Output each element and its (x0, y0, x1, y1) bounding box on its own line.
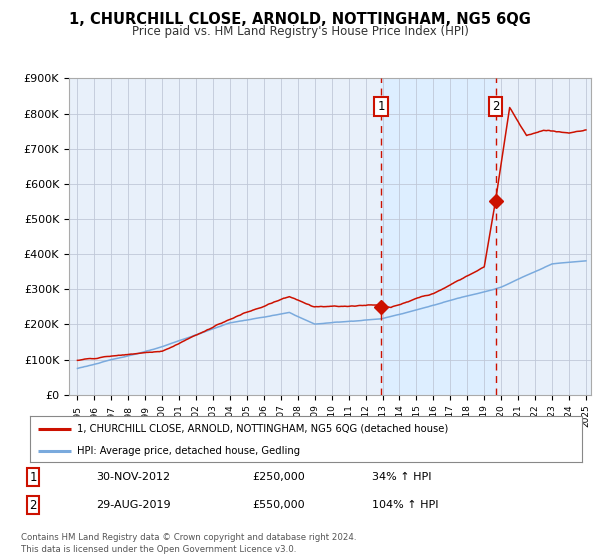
Text: £250,000: £250,000 (252, 472, 305, 482)
Text: 2: 2 (492, 100, 499, 113)
Text: 1, CHURCHILL CLOSE, ARNOLD, NOTTINGHAM, NG5 6QG (detached house): 1, CHURCHILL CLOSE, ARNOLD, NOTTINGHAM, … (77, 424, 448, 434)
Text: 29-AUG-2019: 29-AUG-2019 (96, 500, 170, 510)
Text: Price paid vs. HM Land Registry's House Price Index (HPI): Price paid vs. HM Land Registry's House … (131, 25, 469, 38)
Text: 30-NOV-2012: 30-NOV-2012 (96, 472, 170, 482)
Text: 2: 2 (29, 498, 37, 512)
Text: 1: 1 (377, 100, 385, 113)
Text: 1, CHURCHILL CLOSE, ARNOLD, NOTTINGHAM, NG5 6QG: 1, CHURCHILL CLOSE, ARNOLD, NOTTINGHAM, … (69, 12, 531, 27)
Text: HPI: Average price, detached house, Gedling: HPI: Average price, detached house, Gedl… (77, 446, 300, 455)
Text: 104% ↑ HPI: 104% ↑ HPI (372, 500, 439, 510)
Text: 1: 1 (29, 470, 37, 484)
Text: £550,000: £550,000 (252, 500, 305, 510)
Text: Contains HM Land Registry data © Crown copyright and database right 2024.
This d: Contains HM Land Registry data © Crown c… (21, 533, 356, 554)
Bar (381, 78, 496, 395)
Text: 34% ↑ HPI: 34% ↑ HPI (372, 472, 431, 482)
